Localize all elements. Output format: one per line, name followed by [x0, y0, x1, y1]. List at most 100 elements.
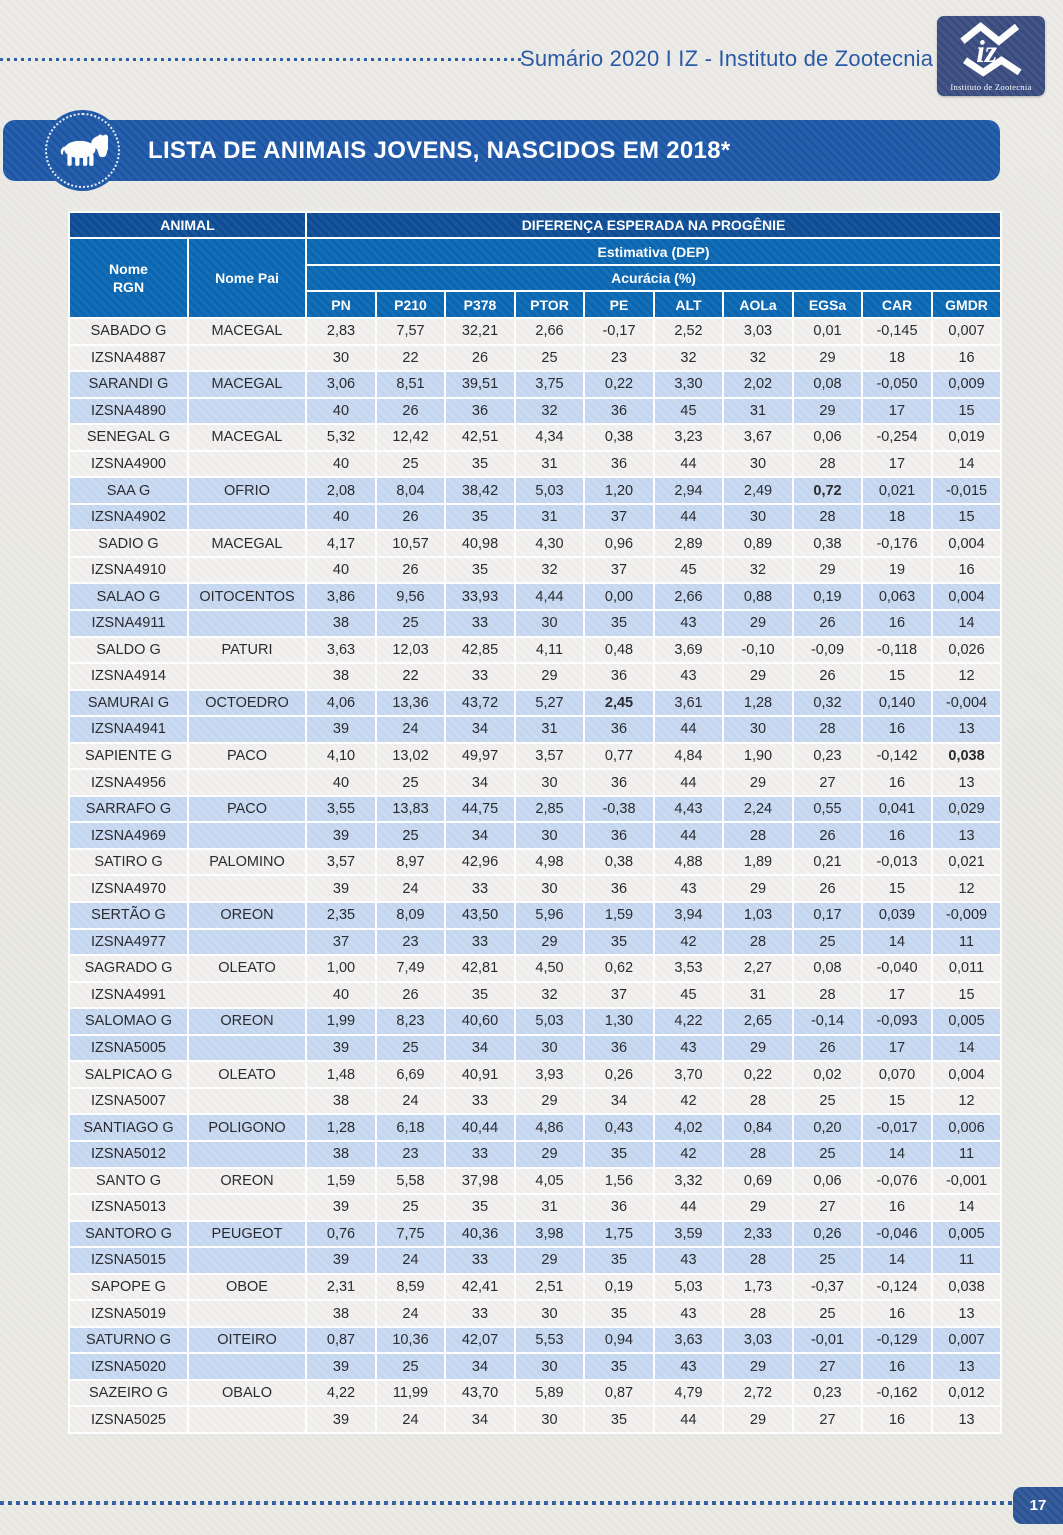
dep-value-cell: 2,83: [305, 317, 377, 346]
accuracy-value-cell: 44: [653, 821, 724, 850]
dep-value-cell: 1,89: [722, 847, 794, 877]
dep-value-cell: 40,60: [444, 1007, 516, 1036]
dep-value-cell: -0,046: [861, 1219, 933, 1249]
accuracy-value-cell: 31: [514, 715, 585, 744]
dep-value-cell: 8,59: [375, 1272, 446, 1302]
animal-dep-row: SATURNO G OITEIRO 0,87 10,36 42,07 5,53 0,94 3,…: [68, 1325, 1003, 1355]
accuracy-value-cell: 44: [653, 502, 724, 532]
sire-empty-cell: [187, 1139, 307, 1169]
sire-empty-cell: [187, 715, 307, 744]
animal-name-cell: SALAO G: [68, 582, 189, 611]
accuracy-value-cell: 34: [444, 1033, 516, 1063]
animal-name-cell: SALOMAO G: [68, 1007, 189, 1036]
dep-value-cell: 5,27: [514, 688, 585, 718]
animal-accuracy-row: IZSNA5025 39 24 34 30 35 44 29 27 16 13: [68, 1405, 1003, 1434]
dep-value-cell: 12,42: [375, 423, 446, 452]
dep-value-cell: 0,69: [722, 1166, 794, 1196]
accuracy-value-cell: 30: [514, 768, 585, 797]
dep-value-cell: 0,007: [930, 1325, 1003, 1355]
dep-value-cell: 0,38: [792, 529, 863, 558]
sire-name-cell: POLIGONO: [187, 1113, 307, 1142]
accuracy-value-cell: 45: [653, 980, 724, 1010]
dep-value-cell: 0,26: [583, 1060, 655, 1089]
accuracy-value-cell: 19: [861, 555, 933, 585]
accuracy-value-cell: 25: [375, 1033, 446, 1063]
accuracy-value-cell: 36: [583, 715, 655, 744]
dep-value-cell: 3,70: [653, 1060, 724, 1089]
sire-empty-cell: [187, 927, 307, 957]
dep-value-cell: 0,48: [583, 635, 655, 665]
dep-value-cell: 4,50: [514, 954, 585, 983]
accuracy-value-cell: 29: [722, 1405, 794, 1434]
header-summary-text: Sumário 2020 I IZ - Instituto de Zootecn…: [520, 46, 934, 71]
iz-monogram-icon: iz: [960, 22, 1022, 77]
accuracy-value-cell: 30: [514, 1033, 585, 1063]
dep-value-cell: 2,35: [305, 901, 377, 930]
dep-value-cell: -0,129: [861, 1325, 933, 1355]
dep-value-cell: 8,51: [375, 370, 446, 399]
dep-value-cell: 0,19: [583, 1272, 655, 1302]
iz-logo: iz Instituto de Zootecnia: [937, 16, 1045, 96]
dep-value-cell: 0,62: [583, 954, 655, 983]
accuracy-value-cell: 33: [444, 1246, 516, 1275]
accuracy-value-cell: 39: [305, 1033, 377, 1063]
dep-value-cell: 0,43: [583, 1113, 655, 1142]
col-header-ptor: PTOR: [514, 290, 585, 319]
accuracy-value-cell: 36: [583, 1033, 655, 1063]
accuracy-value-cell: 17: [861, 1033, 933, 1063]
animal-name-cell: SALPICAO G: [68, 1060, 189, 1089]
accuracy-value-cell: 13: [930, 1405, 1003, 1434]
accuracy-value-cell: 26: [792, 874, 863, 904]
dep-value-cell: 1,48: [305, 1060, 377, 1089]
dep-value-cell: -0,38: [583, 794, 655, 824]
accuracy-value-cell: 39: [305, 1193, 377, 1222]
dep-value-cell: 0,026: [930, 635, 1003, 665]
accuracy-value-cell: 30: [722, 502, 794, 532]
accuracy-value-cell: 36: [583, 1193, 655, 1222]
rgn-cell: IZSNA5019: [68, 1299, 189, 1328]
sire-name-cell: MACEGAL: [187, 317, 307, 346]
dep-value-cell: 0,029: [930, 794, 1003, 824]
animal-dep-row: SAZEIRO G OBALO 4,22 11,99 43,70 5,89 0,87 4,79…: [68, 1378, 1003, 1408]
dep-value-cell: 3,23: [653, 423, 724, 452]
header-dotted-line: [0, 58, 524, 61]
accuracy-value-cell: 29: [514, 1086, 585, 1116]
accuracy-value-cell: 11: [930, 927, 1003, 957]
dep-value-cell: -0,076: [861, 1166, 933, 1196]
dep-value-cell: 1,28: [305, 1113, 377, 1142]
accuracy-value-cell: 33: [444, 1139, 516, 1169]
dep-value-cell: 1,59: [305, 1166, 377, 1196]
accuracy-value-cell: 13: [930, 1299, 1003, 1328]
dep-value-cell: 40,44: [444, 1113, 516, 1142]
accuracy-value-cell: 29: [792, 396, 863, 426]
footer-dotted-line: [0, 1501, 1013, 1505]
accuracy-value-cell: 32: [514, 555, 585, 585]
accuracy-value-cell: 29: [514, 1246, 585, 1275]
accuracy-value-cell: 15: [930, 502, 1003, 532]
animals-table-wrap: ANIMAL DIFERENÇA ESPERADA NA PROGÊNIE No…: [68, 211, 1003, 1434]
animal-accuracy-row: IZSNA5015 39 24 33 29 35 43 28 25 14 11: [68, 1246, 1003, 1275]
accuracy-value-cell: 38: [305, 662, 377, 691]
animal-dep-row: SAMURAI G OCTOEDRO 4,06 13,36 43,72 5,27 2,45 3…: [68, 688, 1003, 718]
rgn-cell: IZSNA5005: [68, 1033, 189, 1063]
dep-value-cell: 2,52: [653, 317, 724, 346]
accuracy-value-cell: 35: [583, 609, 655, 638]
accuracy-value-cell: 15: [861, 874, 933, 904]
dep-value-cell: 32,21: [444, 317, 516, 346]
dep-value-cell: 2,49: [722, 476, 794, 505]
dep-value-cell: 2,72: [722, 1378, 794, 1408]
dep-value-cell: 0,039: [861, 901, 933, 930]
animal-dep-row: SALPICAO G OLEATO 1,48 6,69 40,91 3,93 0,26 3,7…: [68, 1060, 1003, 1089]
rgn-cell: IZSNA5015: [68, 1246, 189, 1275]
accuracy-value-cell: 25: [375, 1193, 446, 1222]
accuracy-value-cell: 34: [444, 1405, 516, 1434]
dep-value-cell: 0,23: [792, 1378, 863, 1408]
accuracy-value-cell: 34: [444, 821, 516, 850]
sire-empty-cell: [187, 555, 307, 585]
sire-name-cell: MACEGAL: [187, 370, 307, 399]
sire-empty-cell: [187, 1405, 307, 1434]
animal-dep-row: SANTO G OREON 1,59 5,58 37,98 4,05 1,56 3,32 0,6…: [68, 1166, 1003, 1196]
accuracy-value-cell: 28: [722, 1086, 794, 1116]
dep-value-cell: 4,10: [305, 741, 377, 771]
sire-name-cell: PACO: [187, 794, 307, 824]
